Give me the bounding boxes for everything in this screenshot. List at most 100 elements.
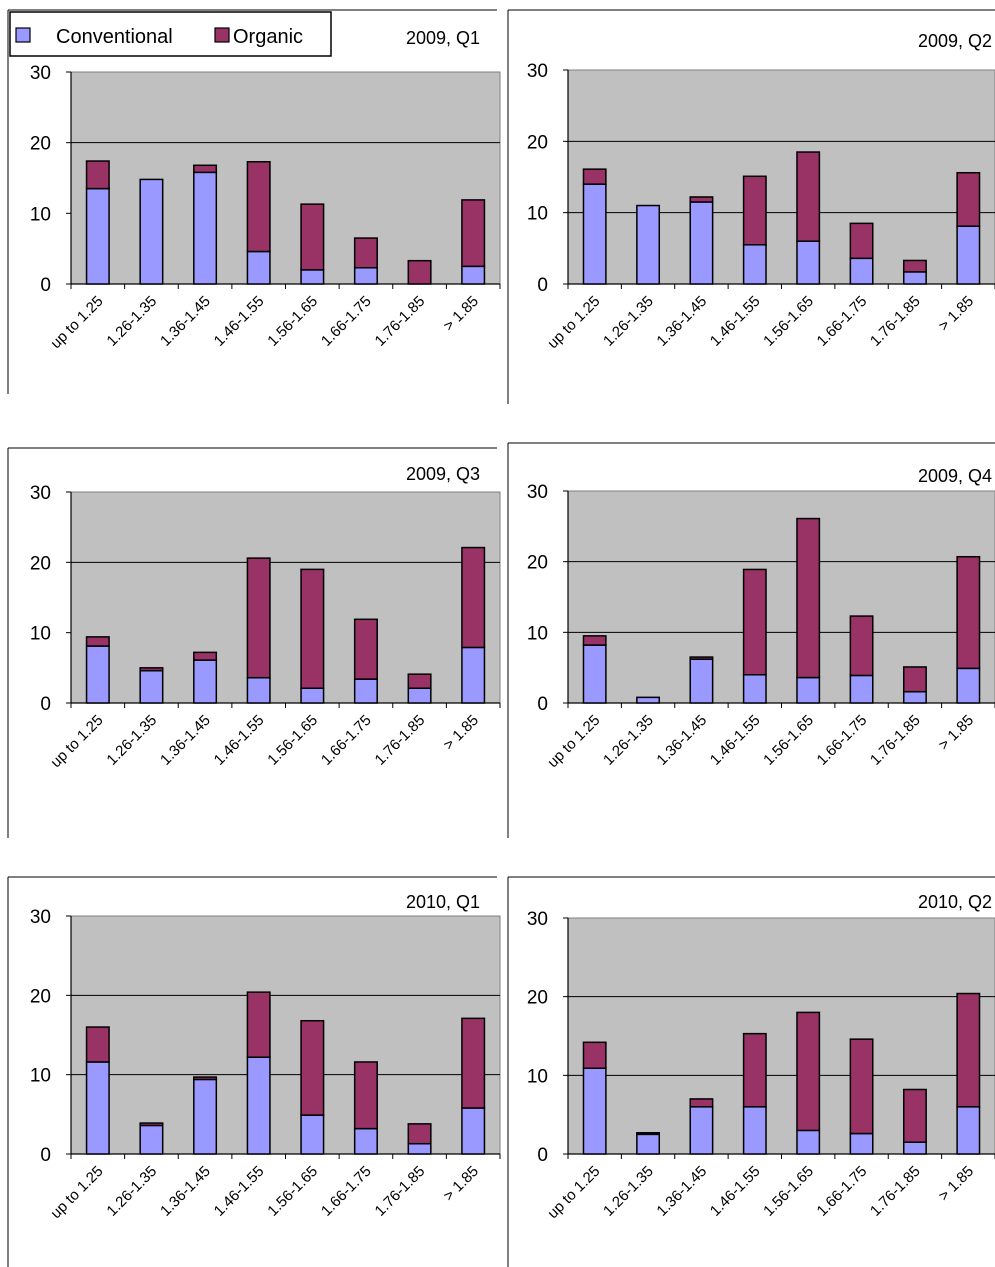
bar-conventional [742, 244, 767, 285]
x-tick-label: 1.26-1.35 [600, 1163, 657, 1220]
y-tick-label: 30 [527, 61, 548, 82]
bar-conventional [689, 658, 714, 704]
bar-organic [636, 1132, 661, 1136]
x-tick-label: 1.26-1.35 [103, 1163, 160, 1220]
x-tick-label: > 1.85 [935, 712, 977, 754]
bar-organic [85, 636, 110, 647]
y-tick-label: 20 [527, 553, 548, 574]
x-tick-label: 1.46-1.55 [707, 293, 764, 350]
y-tick-label: 10 [30, 1066, 51, 1087]
panel-title: 2009, Q4 [918, 466, 992, 486]
bar-organic [689, 196, 714, 203]
x-tick-label: 1.66-1.75 [814, 293, 871, 350]
x-tick-label: up to 1.25 [47, 712, 106, 771]
x-tick-label: up to 1.25 [544, 293, 603, 352]
bar-organic [902, 259, 927, 273]
x-tick-label: 1.56-1.65 [760, 1163, 817, 1220]
bar-organic [956, 171, 981, 227]
bar-conventional [849, 674, 874, 704]
y-tick-label: 10 [30, 204, 51, 225]
panel-title: 2009, Q1 [406, 28, 480, 48]
legend-box [9, 11, 332, 57]
bar-organic [193, 1076, 218, 1081]
bar-organic [353, 1061, 378, 1130]
plot-area [567, 69, 995, 285]
bar-conventional [300, 269, 325, 285]
x-tick-label: up to 1.25 [544, 1163, 603, 1222]
bar-conventional [193, 1078, 218, 1155]
x-tick-label: 1.26-1.35 [103, 293, 160, 350]
x-tick-label: 1.76-1.85 [372, 1163, 429, 1220]
panel-title: 2010, Q1 [406, 892, 480, 912]
x-tick-label: > 1.85 [935, 293, 977, 335]
bar-conventional [796, 676, 821, 704]
x-tick-label: 1.26-1.35 [600, 712, 657, 769]
y-tick-label: 0 [40, 275, 51, 296]
bar-conventional [849, 257, 874, 285]
x-tick-label: 1.36-1.45 [653, 293, 710, 350]
y-tick-label: 30 [527, 482, 548, 503]
bar-conventional [246, 1056, 271, 1155]
bar-organic [193, 651, 218, 661]
bar-conventional [582, 644, 607, 704]
bar-organic [139, 667, 164, 672]
x-tick-label: 1.56-1.65 [264, 293, 321, 350]
x-tick-label: up to 1.25 [47, 1163, 106, 1222]
legend-swatch-organic [214, 27, 230, 43]
bar-organic [582, 635, 607, 646]
chart-panel: 0 10 20 30 up to 1.251.26-1.351.36-1.451.46-… [7, 447, 501, 838]
bar-organic [742, 568, 767, 676]
bar-conventional [636, 1133, 661, 1155]
bar-conventional [461, 1107, 486, 1155]
bar-conventional [300, 687, 325, 704]
x-tick-label: 1.36-1.45 [157, 293, 214, 350]
bar-organic [849, 1038, 874, 1135]
bar-conventional [956, 667, 981, 704]
x-tick-label: 1.76-1.85 [867, 293, 924, 350]
bar-conventional [956, 1106, 981, 1155]
bar-conventional [461, 265, 486, 285]
x-tick-label: 1.36-1.45 [157, 1163, 214, 1220]
bar-organic [849, 222, 874, 260]
bar-organic [796, 151, 821, 242]
x-tick-label: 1.56-1.65 [264, 712, 321, 769]
bar-conventional [139, 669, 164, 704]
bar-organic [582, 168, 607, 185]
bar-conventional [582, 183, 607, 285]
bar-organic [689, 1098, 714, 1108]
panel-title: 2010, Q2 [918, 892, 992, 912]
bar-organic [407, 673, 432, 689]
bar-organic [139, 1122, 164, 1127]
bar-organic [902, 666, 927, 693]
bar-conventional [407, 1142, 432, 1155]
y-tick-label: 20 [30, 134, 51, 155]
bar-organic [902, 1088, 927, 1143]
y-tick-label: 0 [40, 1145, 51, 1166]
plot-area [70, 71, 501, 285]
bar-conventional [85, 1061, 110, 1155]
bar-conventional [246, 676, 271, 704]
bar-conventional [85, 645, 110, 704]
bar-conventional [353, 1127, 378, 1155]
bar-conventional [407, 687, 432, 704]
y-tick-label: 30 [30, 63, 51, 84]
bar-organic [193, 164, 218, 174]
chart-panel: 0 10 20 30 up to 1.251.26-1.351.36-1.451.46-… [507, 876, 995, 1267]
y-tick-label: 20 [527, 132, 548, 153]
x-tick-label: up to 1.25 [544, 712, 603, 771]
bar-organic [353, 618, 378, 680]
x-tick-label: 1.26-1.35 [600, 293, 657, 350]
bar-conventional [796, 240, 821, 285]
bar-conventional [139, 1124, 164, 1155]
legend-label-organic: Organic [233, 26, 303, 48]
y-tick-label: 10 [527, 1066, 548, 1087]
bar-conventional [139, 178, 164, 285]
bar-organic [956, 555, 981, 670]
y-tick-label: 30 [30, 483, 51, 504]
y-tick-label: 30 [30, 907, 51, 928]
bar-organic [461, 546, 486, 649]
x-tick-label: > 1.85 [935, 1163, 977, 1205]
chart-panel: 0 10 20 30 up to 1.251.26-1.351.36-1.451.46-… [7, 9, 501, 394]
x-tick-label: 1.76-1.85 [867, 1163, 924, 1220]
